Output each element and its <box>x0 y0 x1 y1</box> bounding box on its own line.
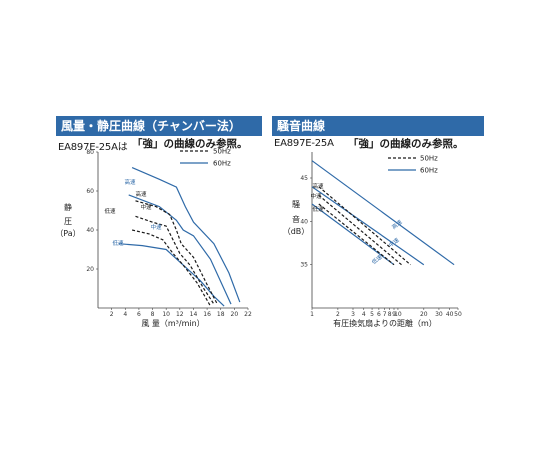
chart2-series-60Hz-high <box>311 160 455 266</box>
chart1-series-50Hz-low <box>131 229 212 307</box>
chart2-x-tick-label: 3 <box>351 311 355 318</box>
chart1-x-tick-label: 2 <box>110 311 114 318</box>
chart2-x-tick-label: 50 <box>454 311 462 318</box>
chart1-curve-label: 中速 <box>150 223 162 231</box>
chart2-x-tick-label: 20 <box>420 311 428 318</box>
left-reference-note: 「強」の曲線のみ参照。 <box>132 138 248 150</box>
left-section-header: 風量・静圧曲線（チャンバー法） <box>56 116 262 136</box>
chart1-legend-50hz-label: 50Hz <box>213 148 231 156</box>
chart2-curve-label: 中速 <box>310 192 322 200</box>
chart1-x-tick-label: 16 <box>203 311 211 318</box>
chart2-x-tick-label: 30 <box>435 311 443 318</box>
chart1-y-tick-label: 20 <box>86 266 94 273</box>
chart1-x-tick-label: 14 <box>190 311 198 318</box>
chart1-curve-label: 中速 <box>140 203 152 211</box>
chart2-series-60Hz-low <box>311 203 395 266</box>
chart2-x-tick-label: 1 <box>310 311 314 318</box>
chart1-legend-60hz-label: 60Hz <box>213 160 231 168</box>
chart2-legend-50hz-label: 50Hz <box>420 155 438 163</box>
chart2-series-50Hz-high <box>318 186 411 266</box>
chart2-x-tick-label: 6 <box>377 311 381 318</box>
chart2-legend-60hz-label: 60Hz <box>420 167 438 175</box>
chart1-x-tick-label: 10 <box>162 311 170 318</box>
chart1-x-tick-label: 8 <box>151 311 155 318</box>
chart1-x-tick-label: 22 <box>244 311 252 318</box>
chart1-x-tick-label: 20 <box>231 311 239 318</box>
chart1-x-axis-label: 風 量（m³/min） <box>141 319 204 328</box>
chart2-y-tick-label: 35 <box>300 262 308 269</box>
chart1-series-60Hz-mid <box>128 194 232 305</box>
chart2-x-tick-label: 5 <box>370 311 374 318</box>
chart1-y-axis-label-2: 圧 <box>64 217 72 226</box>
chart2-x-tick-label: 7 <box>383 311 387 318</box>
chart1-y-axis-label-1: 静 <box>64 202 72 212</box>
chart2-curve-label: 低速 <box>312 205 324 213</box>
chart2-x-tick-label: 8 <box>388 311 392 318</box>
chart1-curve-label: 低速 <box>104 207 116 215</box>
chart1-curve-label: 高速 <box>124 178 136 186</box>
right-section-header: 騒音曲線 <box>272 116 484 136</box>
chart1-y-axis-label-3: （Pa） <box>55 229 80 238</box>
chart2-y-tick-label: 40 <box>300 218 308 225</box>
chart1-y-tick-label: 60 <box>86 188 94 195</box>
chart2-y-axis-label-3: （dB） <box>283 227 310 236</box>
chart1-series-60Hz-high <box>131 167 241 303</box>
chart2-series-50Hz-low <box>318 203 395 266</box>
chart1-x-tick-label: 4 <box>123 311 127 318</box>
right-reference-note: 「強」の曲線のみ参照。 <box>348 138 464 150</box>
chart2-y-axis-label-1: 騒 <box>292 200 300 209</box>
chart1-series-50Hz-mid <box>135 215 215 305</box>
chart1-series-50Hz-high <box>135 200 218 305</box>
chart1-series-60Hz-low <box>118 243 225 307</box>
chart2-y-tick-label: 45 <box>300 175 308 182</box>
chart2-x-tick-label: 2 <box>336 311 340 318</box>
chart2-y-axis-label-2: 音 <box>292 214 300 224</box>
chart2-x-axis-label: 有圧換気扇よりの距離（m） <box>333 318 437 328</box>
left-model-number: EA897E-25Aは <box>58 142 128 153</box>
right-model-number: EA897E-25A <box>274 138 334 149</box>
chart1-curve-label: 低速 <box>112 239 124 247</box>
chart2-x-tick-label: 9 <box>392 311 396 318</box>
chart1-y-tick-label: 40 <box>86 227 94 234</box>
chart2-curve-label: 高速 <box>312 182 324 190</box>
chart2-x-tick-label: 4 <box>362 311 366 318</box>
chart1-curve-label: 高速 <box>135 190 147 198</box>
chart2-series-50Hz-mid <box>318 194 402 266</box>
chart2-series-60Hz-mid <box>311 186 425 266</box>
chart2-x-tick-label: 10 <box>394 311 402 318</box>
chart1-y-tick-label: 80 <box>86 149 94 156</box>
chart1-x-tick-label: 18 <box>217 311 225 318</box>
chart1-x-tick-label: 12 <box>176 311 184 318</box>
chart1-x-tick-label: 6 <box>137 311 141 318</box>
chart2-x-tick-label: 40 <box>446 311 454 318</box>
